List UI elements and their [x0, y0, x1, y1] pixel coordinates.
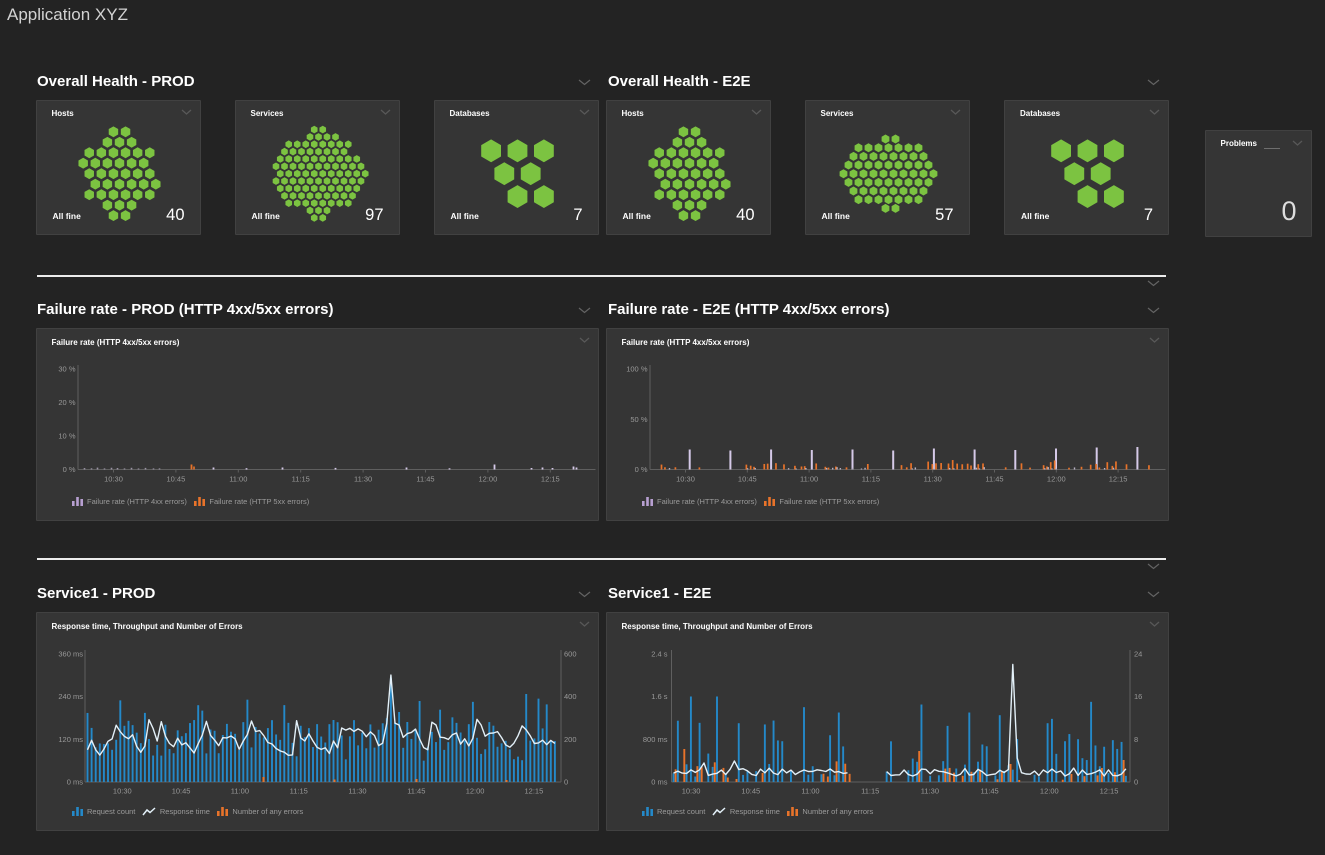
svg-text:10:45: 10:45: [741, 787, 760, 796]
svg-text:2.4 s: 2.4 s: [651, 649, 668, 658]
svg-text:10 %: 10 %: [58, 432, 75, 441]
svg-text:50 %: 50 %: [630, 415, 647, 424]
svg-text:10:45: 10:45: [737, 475, 756, 484]
svg-text:16: 16: [1134, 692, 1142, 701]
svg-text:8: 8: [1134, 735, 1138, 744]
svg-text:11:30: 11:30: [920, 787, 938, 796]
svg-text:12:15: 12:15: [1099, 787, 1118, 796]
svg-text:11:15: 11:15: [291, 475, 309, 484]
svg-text:24: 24: [1134, 649, 1142, 658]
svg-text:11:15: 11:15: [861, 787, 879, 796]
svg-text:0: 0: [564, 778, 568, 787]
svg-text:240 ms: 240 ms: [58, 692, 83, 701]
svg-text:11:30: 11:30: [348, 787, 366, 796]
svg-text:11:45: 11:45: [985, 475, 1003, 484]
svg-text:11:00: 11:00: [229, 475, 247, 484]
svg-text:360 ms: 360 ms: [58, 649, 83, 658]
svg-text:12:00: 12:00: [1046, 475, 1065, 484]
svg-text:12:15: 12:15: [524, 787, 543, 796]
svg-text:11:30: 11:30: [923, 475, 941, 484]
svg-text:11:15: 11:15: [289, 787, 307, 796]
svg-text:10:30: 10:30: [676, 475, 695, 484]
svg-text:10:45: 10:45: [171, 787, 190, 796]
svg-text:12:00: 12:00: [465, 787, 484, 796]
svg-text:400: 400: [564, 692, 577, 701]
svg-text:0 ms: 0 ms: [651, 778, 668, 787]
svg-text:120 ms: 120 ms: [58, 735, 83, 744]
svg-text:11:15: 11:15: [861, 475, 879, 484]
svg-text:0 ms: 0 ms: [66, 778, 83, 787]
svg-text:11:45: 11:45: [416, 475, 434, 484]
svg-text:20 %: 20 %: [58, 398, 75, 407]
svg-text:1.6 s: 1.6 s: [651, 692, 668, 701]
svg-text:30 %: 30 %: [58, 365, 75, 374]
svg-text:0 %: 0 %: [62, 465, 75, 474]
svg-text:11:45: 11:45: [407, 787, 425, 796]
svg-text:800 ms: 800 ms: [642, 735, 667, 744]
svg-text:12:15: 12:15: [540, 475, 559, 484]
svg-text:0 %: 0 %: [634, 465, 647, 474]
svg-text:10:30: 10:30: [104, 475, 123, 484]
svg-text:10:30: 10:30: [112, 787, 131, 796]
svg-text:0: 0: [1134, 778, 1138, 787]
svg-text:12:00: 12:00: [1039, 787, 1058, 796]
svg-text:600: 600: [564, 649, 577, 658]
svg-text:11:00: 11:00: [230, 787, 248, 796]
svg-text:11:45: 11:45: [980, 787, 998, 796]
svg-text:12:15: 12:15: [1108, 475, 1127, 484]
svg-text:11:30: 11:30: [353, 475, 371, 484]
svg-text:12:00: 12:00: [478, 475, 497, 484]
svg-text:11:00: 11:00: [801, 787, 819, 796]
svg-text:10:30: 10:30: [681, 787, 700, 796]
svg-text:100 %: 100 %: [626, 365, 648, 374]
svg-text:200: 200: [564, 735, 577, 744]
svg-text:11:00: 11:00: [799, 475, 817, 484]
svg-text:10:45: 10:45: [166, 475, 185, 484]
